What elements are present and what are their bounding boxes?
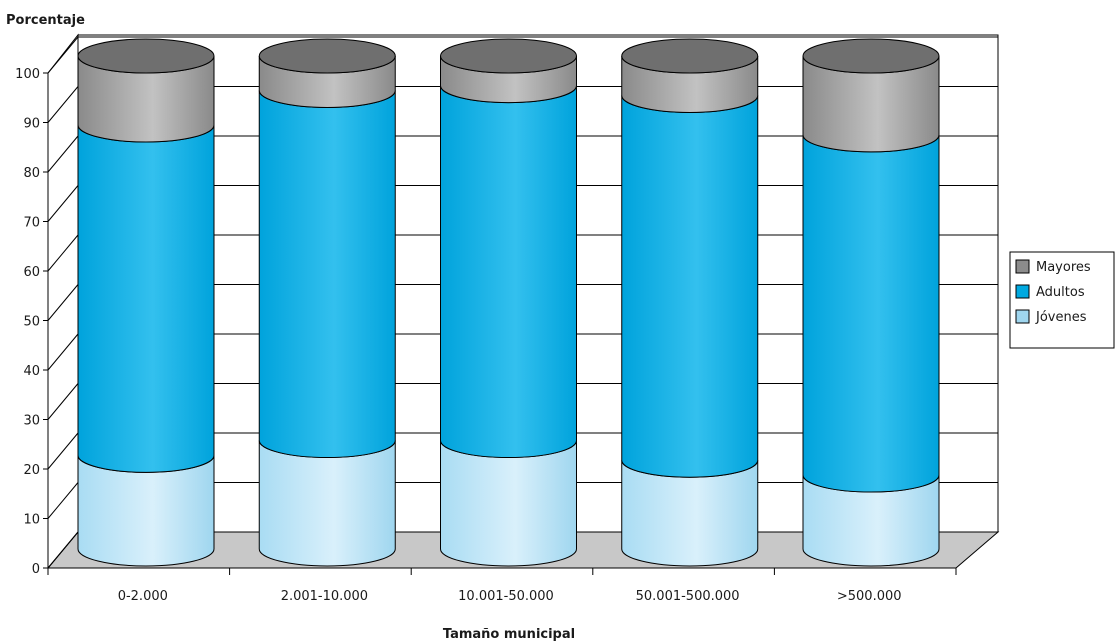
x-tick-label: 10.001-50.000 xyxy=(458,589,554,604)
cylinder-cap xyxy=(77,38,215,74)
y-axis-title: Porcentaje xyxy=(6,13,85,28)
y-tick-label: 0 xyxy=(32,562,40,577)
y-tick-label: 30 xyxy=(23,414,40,429)
cylinder-bar xyxy=(77,38,215,567)
bar-segment xyxy=(258,90,396,459)
gridline-diagonal xyxy=(47,482,79,519)
y-tick-label: 70 xyxy=(23,216,40,231)
y-tick-label: 100 xyxy=(15,67,40,82)
x-tick-label: 2.001-10.000 xyxy=(281,589,368,604)
bar-segment xyxy=(802,134,940,493)
bar-segment xyxy=(258,440,396,567)
bar-segment xyxy=(621,95,759,478)
gridline-diagonal xyxy=(47,531,79,569)
cylinder-cap xyxy=(802,38,940,74)
legend-swatch xyxy=(1015,309,1030,324)
gridline-diagonal xyxy=(47,432,79,470)
x-tick-label: 50.001-500.000 xyxy=(636,589,740,604)
y-tick-label: 90 xyxy=(23,117,40,132)
gridline-diagonal xyxy=(47,234,79,272)
bar-segment xyxy=(77,124,215,473)
x-tick-label: 0-2.000 xyxy=(118,589,168,604)
legend-label: Jóvenes xyxy=(1035,310,1087,325)
legend-swatch xyxy=(1015,259,1030,274)
x-axis-title: Tamaño municipal xyxy=(443,627,575,642)
legend-label: Adultos xyxy=(1036,285,1085,300)
bar-segment xyxy=(440,85,577,459)
legend-swatch xyxy=(1015,284,1030,299)
gridline-diagonal xyxy=(47,185,79,222)
legend-label: Mayores xyxy=(1036,260,1091,275)
gridline-diagonal xyxy=(47,135,79,173)
cylinder-bar xyxy=(621,38,759,567)
gridline-diagonal xyxy=(47,36,79,74)
y-tick-label: 20 xyxy=(23,463,40,478)
gridline-diagonal xyxy=(47,86,79,123)
bar-segment xyxy=(440,440,577,567)
y-tick-label: 40 xyxy=(23,364,40,379)
y-tick-label: 60 xyxy=(23,265,40,280)
cylinder-cap xyxy=(258,38,396,74)
gridline-diagonal xyxy=(47,333,79,371)
cylinder-bar xyxy=(440,38,577,567)
y-tick-label: 80 xyxy=(23,166,40,181)
gridline-diagonal xyxy=(47,383,79,420)
y-tick-label: 10 xyxy=(23,513,40,528)
cylinder-cap xyxy=(440,38,577,74)
cylinder-cap xyxy=(621,38,759,74)
cylinder-bar xyxy=(802,38,940,567)
gridline-diagonal xyxy=(47,284,79,321)
x-tick-label: >500.000 xyxy=(837,589,902,604)
cylinder-bar xyxy=(258,38,396,567)
y-tick-label: 50 xyxy=(23,315,40,330)
